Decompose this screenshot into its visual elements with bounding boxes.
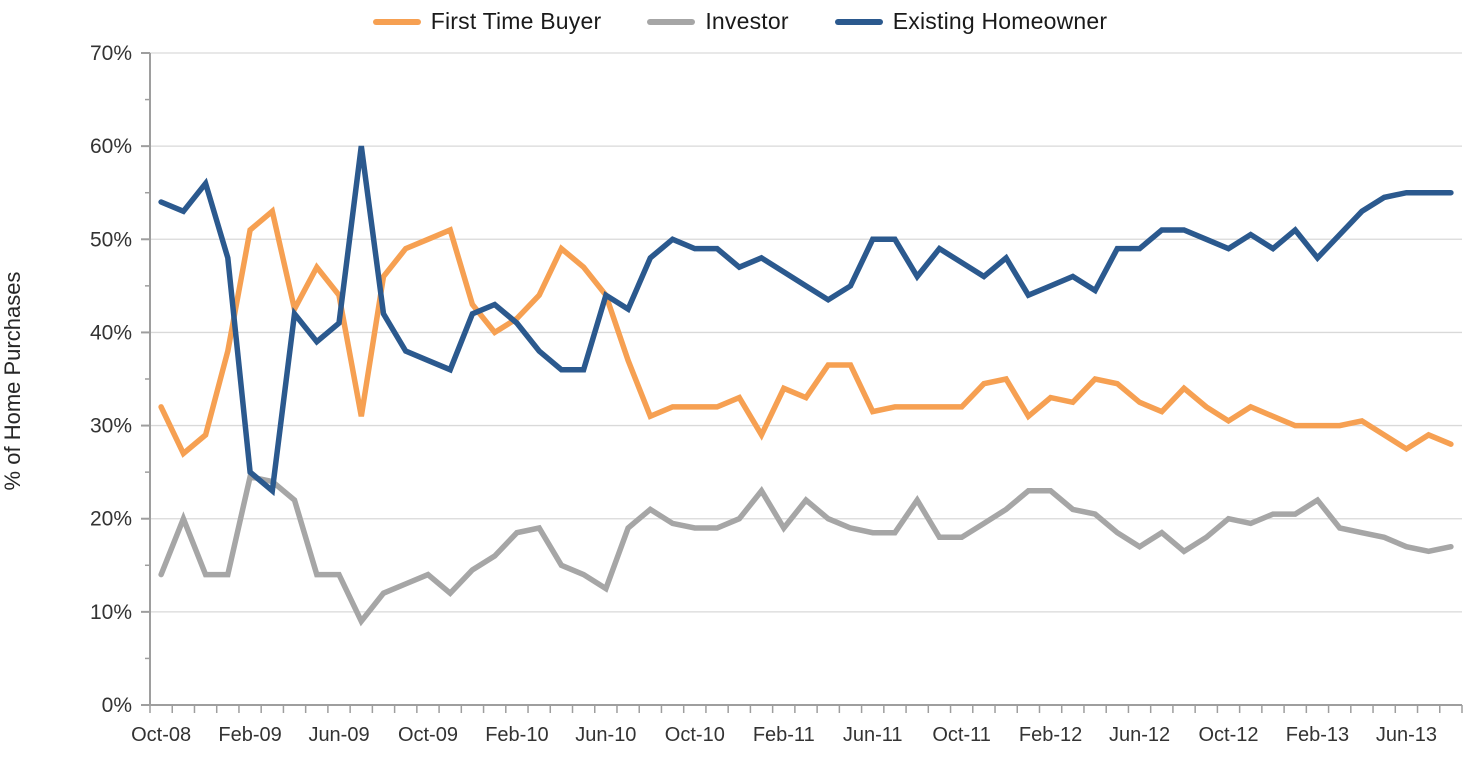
legend-label-first-time-buyer: First Time Buyer <box>430 8 602 34</box>
series-line-first-time-buyer <box>158 206 1454 458</box>
y-tick-label: 50% <box>90 228 132 251</box>
y-tick-label: 30% <box>90 415 132 438</box>
legend-item-investor: Investor <box>647 8 789 35</box>
x-tick-label: Jun-12 <box>1109 724 1170 746</box>
x-tick-label: Feb-11 <box>753 724 815 746</box>
y-tick-label: 70% <box>90 42 132 65</box>
x-tick-label: Oct-10 <box>665 724 725 746</box>
x-tick-label: Jun-09 <box>308 724 369 746</box>
legend-item-existing-homeowner: Existing Homeowner <box>834 8 1108 35</box>
y-axis-title: % of Home Purchases <box>0 271 25 491</box>
x-tick-label: Oct-09 <box>398 724 458 746</box>
series-line-existing-homeowner <box>158 145 1454 497</box>
x-tick-label: Feb-10 <box>485 724 548 746</box>
y-tick-label: 10% <box>90 601 132 624</box>
y-tick-label: 0% <box>102 694 132 717</box>
x-tick-label: Oct-11 <box>932 724 991 746</box>
legend-item-first-time-buyer: First Time Buyer <box>372 8 602 35</box>
legend-swatch-investor <box>647 18 696 25</box>
y-tick-label: 60% <box>90 135 132 158</box>
y-tick-label: 20% <box>90 508 132 531</box>
x-tick-label: Oct-12 <box>1198 724 1258 746</box>
series-line-investor <box>158 473 1454 627</box>
x-tick-label: Jun-11 <box>843 724 903 746</box>
y-tick-label: 40% <box>90 321 132 344</box>
x-tick-label: Jun-10 <box>575 724 636 746</box>
x-tick-label: Oct-08 <box>131 724 191 746</box>
legend-label-investor: Investor <box>705 8 789 34</box>
legend-swatch-first-time-buyer <box>372 18 421 25</box>
x-tick-label: Feb-09 <box>218 724 281 746</box>
x-tick-label: Jun-13 <box>1376 724 1437 746</box>
legend-label-existing-homeowner: Existing Homeowner <box>892 8 1108 34</box>
x-tick-label: Feb-12 <box>1019 724 1082 746</box>
x-tick-label: Feb-13 <box>1286 724 1349 746</box>
chart-legend: First Time Buyer Investor Existing Homeown… <box>0 8 1480 35</box>
legend-swatch-existing-homeowner <box>834 18 883 25</box>
